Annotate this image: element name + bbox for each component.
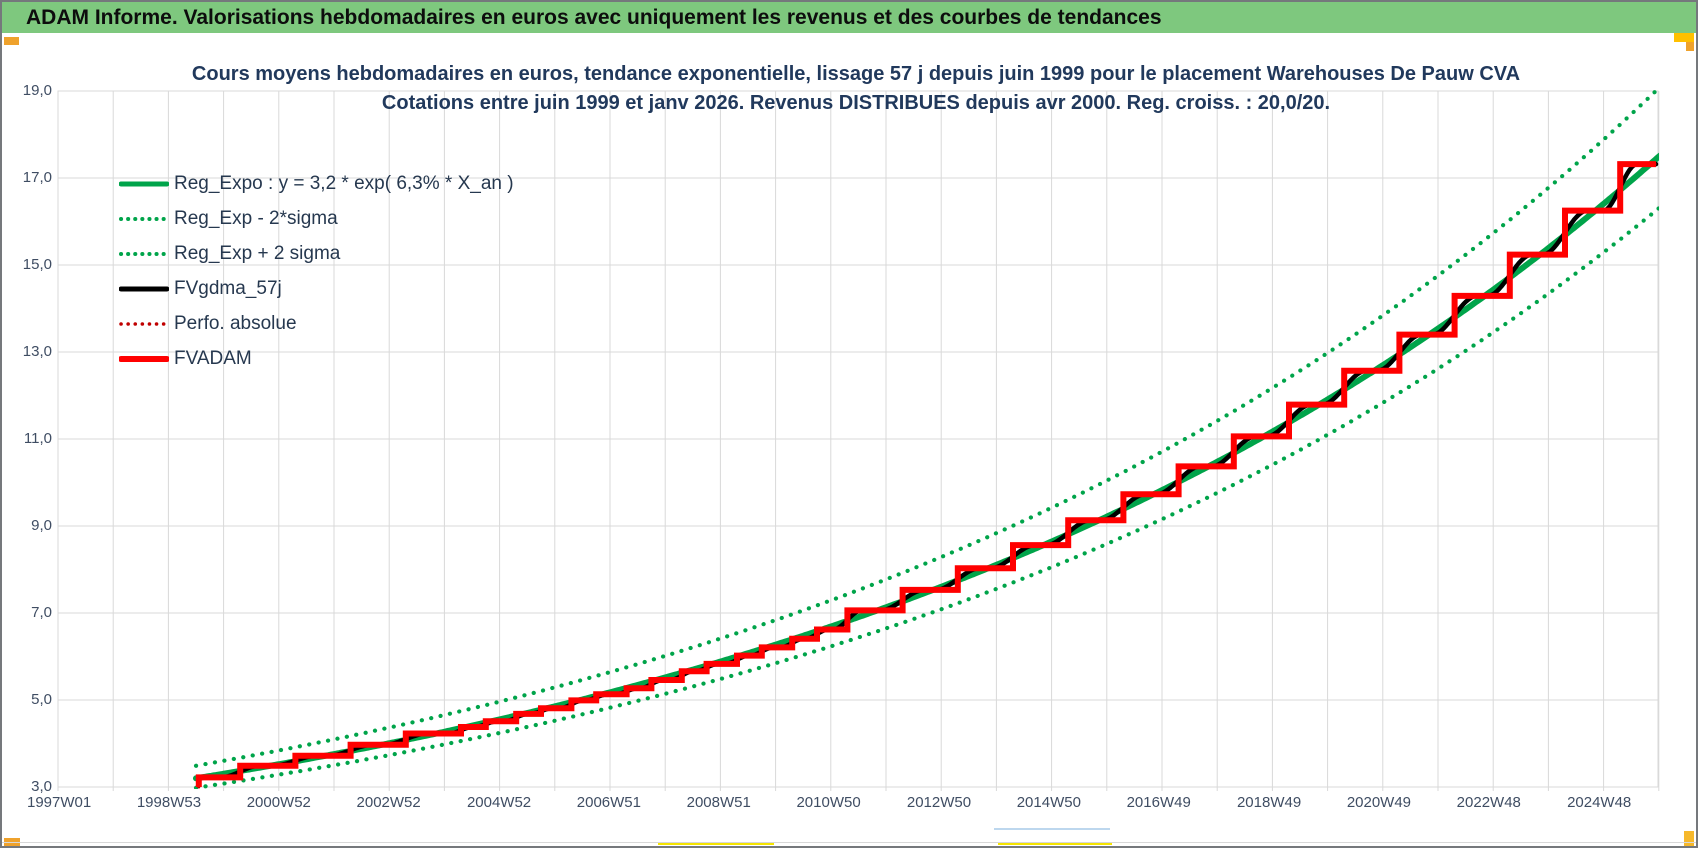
y-tick-label: 11,0 [23, 430, 52, 447]
y-tick-label: 3,0 [31, 778, 52, 795]
y-tick-label: 15,0 [22, 256, 52, 273]
x-tick-label: 2008W51 [686, 794, 751, 811]
selection-handle-top-right[interactable] [1674, 33, 1694, 42]
legend-dotted-line-swatch [119, 216, 169, 221]
x-tick-label: 2000W52 [246, 794, 311, 811]
x-tick-label: 2002W52 [356, 794, 421, 811]
x-tick-label: 2012W50 [906, 794, 972, 811]
y-tick-label: 17,0 [22, 169, 52, 186]
legend-item-label: Reg_Exp + 2 sigma [174, 242, 341, 264]
y-tick-label: 9,0 [31, 517, 52, 534]
bottom-divider [2, 842, 1696, 843]
x-tick-label: 2016W49 [1126, 794, 1191, 811]
series-fvadam[interactable] [195, 161, 1656, 787]
plot-border [57, 90, 1659, 788]
x-tick-label: 2020W49 [1346, 794, 1412, 811]
y-tick-label: 13,0 [22, 343, 52, 360]
x-tick-label: 2024W48 [1567, 794, 1632, 811]
marker-blue-underline [994, 828, 1110, 830]
banner-title: ADAM Informe. Valorisations hebdomadaire… [26, 5, 1162, 29]
legend-solid-line-swatch [119, 355, 169, 362]
legend-solid-line-swatch [119, 181, 169, 186]
marker-yellow-underline-2 [998, 843, 1112, 845]
legend-item[interactable]: Reg_Exp + 2 sigma [119, 236, 514, 271]
legend-item[interactable]: FVgdma_57j [119, 271, 514, 306]
legend-item[interactable]: Reg_Exp - 2*sigma [119, 201, 514, 236]
legend-item[interactable]: FVADAM [119, 341, 514, 376]
legend-dotted-line-swatch [119, 321, 169, 326]
legend-solid-line-swatch [119, 286, 169, 291]
legend-item[interactable]: Perfo. absolue [119, 306, 514, 341]
legend-dotted-line-swatch [119, 251, 169, 256]
x-tick-label: 2010W50 [796, 794, 861, 811]
legend-item-label: FVADAM [174, 347, 252, 369]
legend-item-label: FVgdma_57j [174, 277, 282, 299]
selection-handle-bottom-right[interactable] [1684, 831, 1694, 846]
legend-item-label: Reg_Expo : y = 3,2 * exp( 6,3% * X_an ) [174, 172, 514, 194]
y-tick-label: 19,0 [22, 82, 52, 99]
chart-title-line2: Cotations entre juin 1999 et janv 2026. … [381, 92, 1331, 114]
chart-title-line1: Cours moyens hebdomadaires en euros, ten… [191, 63, 1521, 85]
selection-handle-top-left[interactable] [4, 37, 19, 45]
chart-title: Cours moyens hebdomadaires en euros, ten… [56, 60, 1656, 118]
marker-yellow-underline-1 [658, 843, 774, 845]
x-tick-label: 2022W48 [1456, 794, 1521, 811]
series-reg-exp-minus-2sigma[interactable] [193, 204, 1664, 789]
x-tick-label: 2018W49 [1236, 794, 1302, 811]
x-tick-label: 2014W50 [1016, 794, 1081, 811]
y-tick-label: 7,0 [31, 604, 52, 621]
y-tick-label: 5,0 [31, 691, 52, 708]
x-tick-label: 1998W53 [136, 794, 202, 811]
x-tick-label: 2006W51 [576, 794, 641, 811]
chart-legend[interactable]: Reg_Expo : y = 3,2 * exp( 6,3% * X_an ) R… [119, 166, 514, 376]
sheet-banner: ADAM Informe. Valorisations hebdomadaire… [2, 2, 1696, 33]
legend-item-label: Perfo. absolue [174, 312, 297, 334]
selection-handle-top-right-tab[interactable] [1686, 42, 1694, 51]
x-tick-label: 2004W52 [466, 794, 532, 811]
legend-item[interactable]: Reg_Expo : y = 3,2 * exp( 6,3% * X_an ) [119, 166, 514, 201]
x-tick-label: 1997W01 [26, 794, 92, 811]
legend-item-label: Reg_Exp - 2*sigma [174, 207, 338, 229]
series-reg-exp-plus-2sigma[interactable] [193, 83, 1664, 768]
